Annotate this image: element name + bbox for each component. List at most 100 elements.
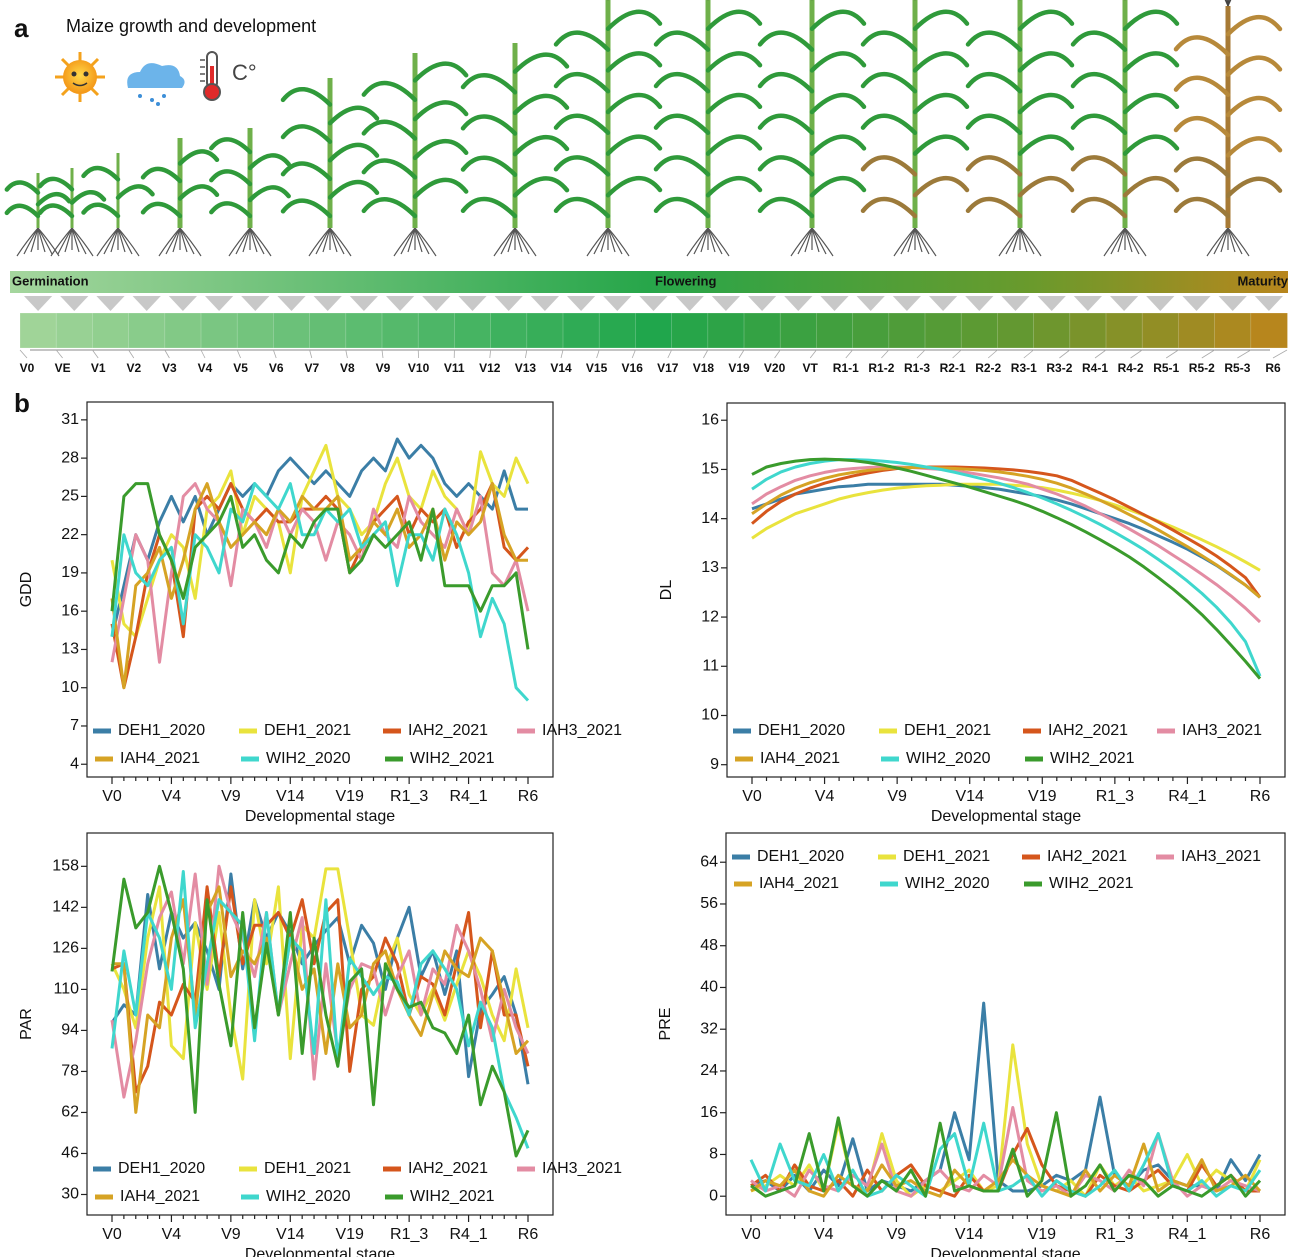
stage-arrow (1001, 296, 1029, 311)
stage-connector (273, 350, 276, 358)
stage-label: V7 (304, 361, 319, 375)
stage-segment (56, 313, 93, 348)
line-chart: 471013161922252831V0V4V9V14V19R1_3R4_1R6… (18, 402, 622, 825)
stage-connector (881, 350, 888, 358)
stage-arrow (603, 296, 631, 311)
y-tick-label: 13 (701, 559, 719, 576)
leaf (608, 53, 660, 70)
legend-label: IAH4_2021 (760, 750, 840, 767)
stage-arrow (277, 296, 305, 311)
thermometer-icon (200, 52, 220, 100)
x-tick-label: V4 (814, 1226, 834, 1243)
stage-segment (599, 313, 636, 348)
legend-label: DEH1_2020 (758, 722, 845, 739)
leaf (656, 116, 708, 133)
root (415, 228, 436, 256)
y-tick-label: 25 (61, 488, 79, 505)
stage-arrow (676, 296, 704, 311)
root (394, 228, 415, 256)
leaf (1176, 118, 1228, 135)
leaf (283, 126, 330, 141)
leaf (708, 178, 760, 195)
x-tick-label: V4 (162, 1226, 182, 1243)
y-tick-label: 48 (700, 937, 718, 954)
leaf (84, 168, 119, 179)
stage-segment (1178, 313, 1215, 348)
root (999, 228, 1020, 256)
stage-connector (346, 350, 348, 358)
leaf (915, 178, 967, 195)
leaf (463, 75, 515, 92)
legend-label: IAH2_2021 (1047, 848, 1127, 865)
leaf (915, 53, 967, 70)
leaf (515, 178, 567, 195)
legend-label: WIH2_2021 (410, 1188, 495, 1205)
leaf (1020, 12, 1072, 29)
legend-label: WIH2_2021 (1049, 875, 1134, 892)
leaf (1228, 98, 1280, 115)
leaf (1073, 116, 1125, 133)
leaf (812, 53, 864, 70)
stage-connector (237, 350, 240, 358)
leaf (608, 12, 660, 29)
line-chart: 3046627894110126142158V0V4V9V14V19R1_3R4… (18, 833, 622, 1257)
leaf (656, 74, 708, 91)
leaf (915, 137, 967, 154)
stage-label: R3-2 (1046, 361, 1072, 375)
stage-segment (418, 313, 455, 348)
leaf (760, 74, 812, 91)
root (118, 228, 139, 256)
figure: a Maize growth and development C° Germin… (0, 0, 1292, 1257)
leaf (1020, 95, 1072, 112)
legend-label: WIH2_2021 (410, 750, 495, 767)
stage-label: V8 (340, 361, 355, 375)
stage-connector (703, 350, 707, 358)
legend-label: IAH4_2021 (759, 875, 839, 892)
stage-label: R3-1 (1011, 361, 1037, 375)
leaf (556, 157, 608, 174)
leaf (84, 205, 119, 216)
leaf (463, 199, 515, 216)
root (894, 228, 915, 256)
y-tick-label: 10 (701, 707, 719, 724)
leaf (556, 116, 608, 133)
stage-connector (632, 350, 635, 358)
x-tick-label: V14 (955, 1226, 984, 1243)
x-tick-label: V14 (955, 788, 984, 805)
stage-segment (708, 313, 745, 348)
leaf (180, 151, 217, 163)
root (159, 228, 180, 256)
stage-segment (853, 313, 890, 348)
root (38, 228, 59, 256)
x-tick-label: V14 (276, 788, 305, 805)
leaf (211, 139, 250, 152)
stage-label: V15 (586, 361, 608, 375)
leaf (760, 33, 812, 50)
y-tick-label: 30 (61, 1186, 79, 1203)
leaf (556, 74, 608, 91)
stage-segment (273, 313, 310, 348)
x-tick-label: R6 (518, 1226, 539, 1243)
leaf (863, 74, 915, 91)
stage-segment (1142, 313, 1179, 348)
leaf (118, 186, 153, 197)
stage-arrow (748, 296, 776, 311)
stage-label: V6 (269, 361, 284, 375)
legend-label: WIH2_2020 (905, 875, 990, 892)
temperature-unit: C° (232, 60, 257, 85)
leaf (1228, 58, 1280, 75)
x-tick-label: V0 (741, 1226, 761, 1243)
leaf (812, 178, 864, 195)
stage-arrow (422, 296, 450, 311)
leaf (556, 199, 608, 216)
root (915, 228, 936, 256)
stage-segment (346, 313, 383, 348)
phase-label: Germination (12, 273, 89, 288)
legend-label: DEH1_2020 (757, 848, 844, 865)
leaf (556, 33, 608, 50)
stage-segment (961, 313, 998, 348)
stage-label: V1 (91, 361, 106, 375)
y-tick-label: 15 (701, 461, 719, 478)
leaf (1125, 137, 1177, 154)
x-tick-label: R1_3 (1096, 788, 1134, 805)
